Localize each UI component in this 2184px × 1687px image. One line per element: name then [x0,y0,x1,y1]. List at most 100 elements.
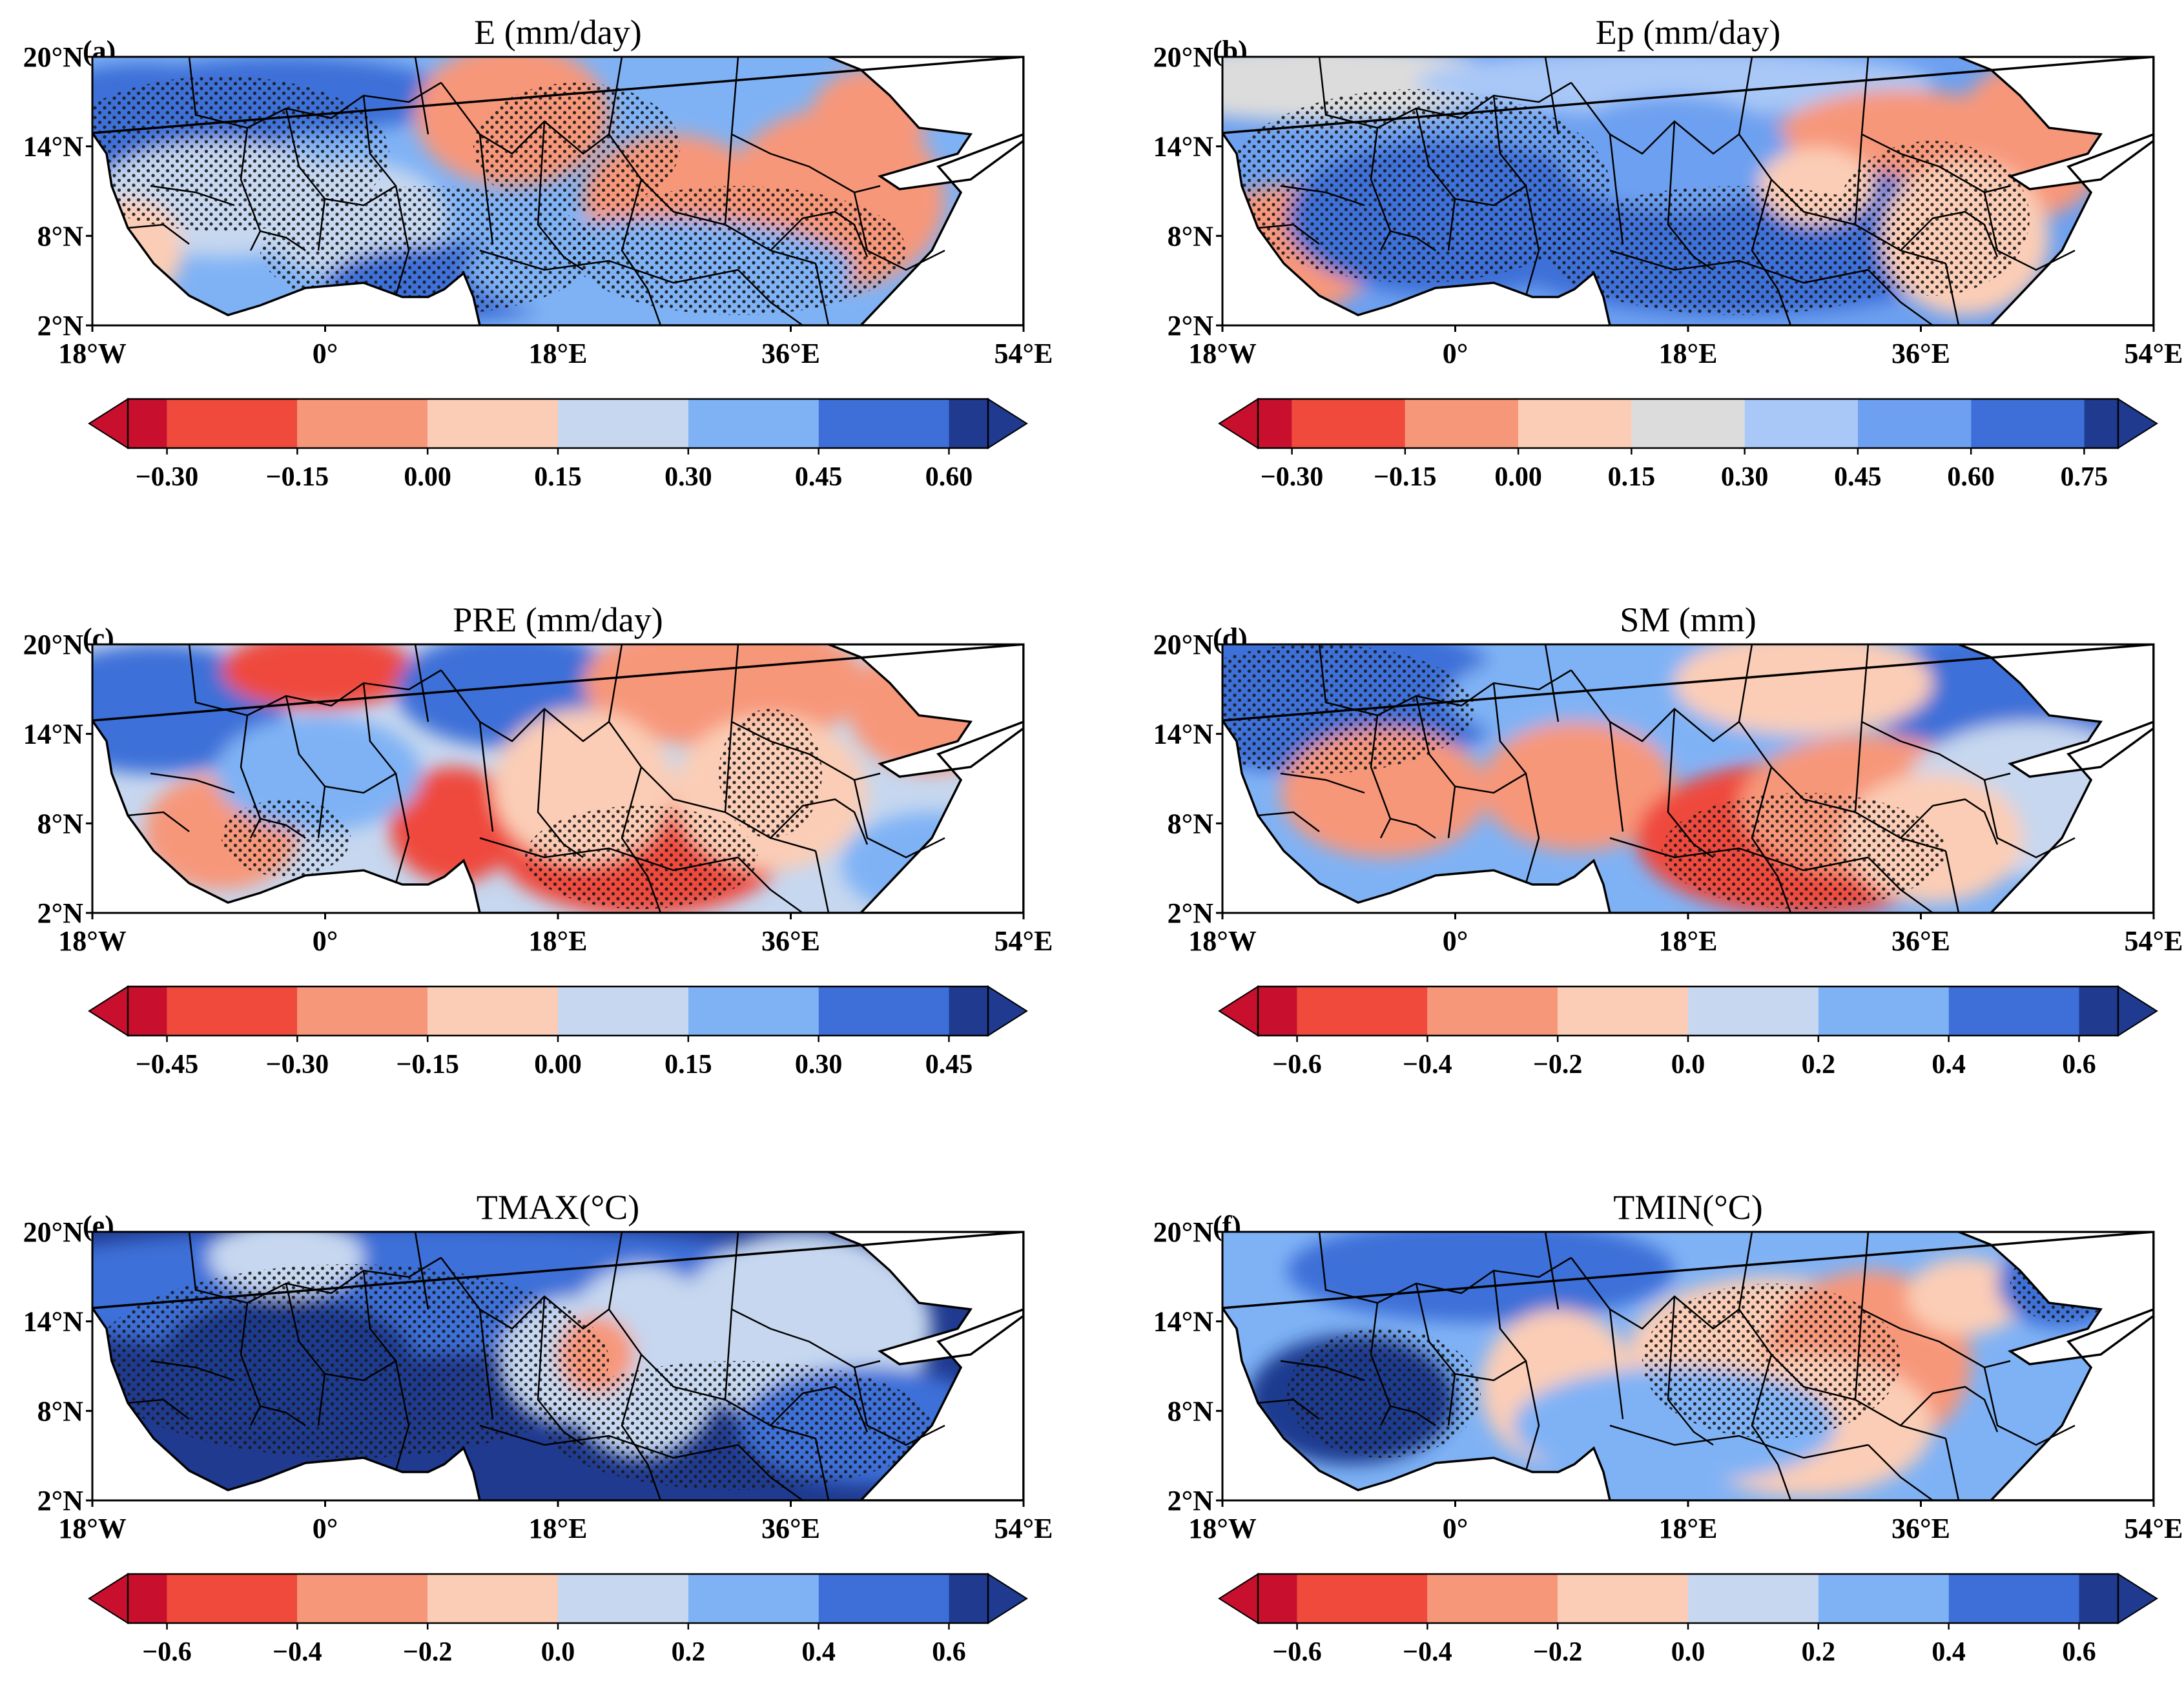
country-border [1944,1438,1960,1500]
coastline-red-sea [1958,1232,2154,1365]
lon-tick-label: 18°E [529,338,588,369]
colorbar-tick-label: 0.2 [672,1637,706,1667]
colorbar-bin [1558,987,1688,1036]
lon-tick-label: 18°W [58,1513,127,1544]
lat-tick-label: 14°N [23,131,84,163]
country-border [1454,185,1527,207]
country-borders [127,644,945,913]
lat-tick-label: 2°N [37,1485,84,1517]
significance-stipple [221,799,351,877]
colorbar-tick-label: −0.4 [1403,1050,1452,1079]
lat-tick-label: 14°N [1153,131,1214,163]
country-border [1609,1309,1624,1420]
colorbar-tick-label: 0.30 [664,462,712,492]
coastline-horn [859,1308,1024,1500]
colorbar-bin [297,1574,428,1623]
country-border [324,1360,397,1382]
colorbar-tick-label: −0.45 [136,1050,198,1079]
country-border [608,644,623,722]
coastline [92,57,1024,325]
colorbar-extend-high [2117,985,2158,1037]
colorbar-bin [688,1574,819,1623]
colorbar-extend-high [2117,1573,2158,1624]
country-border [1983,192,2076,271]
colorbar-tick-label: 0.4 [1932,1050,1966,1079]
panel-title: TMAX(°C) [477,1188,640,1227]
colorbar-bin [428,399,558,448]
colorbar-tick-label: 0.00 [534,1050,582,1079]
country-border [1609,837,1869,872]
lon-tick-label: 36°E [761,338,820,369]
colorbar-extend-low [88,398,129,449]
country-border [440,670,610,742]
colorbar-extend-high [987,398,1028,449]
lon-tick-label: 36°E [1891,1513,1950,1544]
country-border [1318,644,1572,717]
colorbar-bin [2079,1574,2118,1623]
lat-tick-label: 20°N [23,629,84,660]
lat-tick-label: 2°N [1168,897,1214,929]
country-border [1571,670,1740,742]
coastline-horn [859,133,1024,325]
colorbar-tick-label: 0.4 [801,1637,836,1667]
country-border [1900,210,1999,258]
country-border [150,1360,235,1382]
colorbar-bin [949,399,988,448]
lat-tick-label: 8°N [1168,1395,1214,1427]
colorbar-tick-label: −0.2 [1533,1050,1582,1079]
lon-tick-label: 36°E [761,925,820,957]
country-border [1868,269,1933,325]
colorbar-extend-high [2117,398,2158,449]
country-border [1571,1257,1740,1330]
colorbar-tick-label: −0.15 [396,1050,458,1079]
colorbar-tick-label: 0.00 [1494,462,1542,492]
sea-mask [92,721,480,913]
country-border [814,850,830,913]
colorbar-bin [1688,1574,1818,1623]
significance-stipple [1662,793,1946,909]
lat-tick-label: 14°N [1153,1306,1214,1338]
country-border [285,695,326,839]
country-border [1571,82,1740,155]
lon-tick-label: 18°W [58,925,127,957]
lon-tick-label: 0° [313,338,338,369]
colorbar-extend-low [88,985,129,1037]
map-field [92,57,1024,325]
country-border [537,121,584,271]
country-border [1544,57,1560,135]
colorbar-bin [128,1574,167,1623]
colorbar-bin [949,1574,988,1623]
colorbar-tick-label: 0.60 [1947,462,1995,492]
anomaly-blob [1907,1258,2023,1335]
lat-tick-label: 8°N [37,220,84,252]
country-border [260,1405,306,1427]
significance-stipple [260,186,596,315]
coastline-horn [1989,721,2154,913]
country-border [324,772,397,794]
country-border [1280,185,1365,207]
country-border [1318,1232,1572,1304]
sea-mask [1222,133,1610,325]
significance-stipple [1642,1283,1901,1438]
colorbar-tick-label: 0.6 [2062,1637,2096,1667]
colorbar-tick-label: 0.6 [2062,1050,2096,1079]
colorbar-bin [128,399,167,448]
country-border [814,1438,830,1500]
coastline-horn [859,721,1024,913]
lon-tick-label: 0° [1443,925,1468,957]
colorbar-extend-low [1218,985,1259,1037]
colorbar-bin [1518,399,1632,448]
country-border [537,708,584,859]
colorbar-tick-label: 0.0 [1671,1050,1705,1079]
coastline [1222,644,2154,913]
country-border [1415,108,1456,251]
significance-stipple [92,1264,609,1458]
lon-tick-label: 54°E [2125,338,2183,369]
country-border [737,269,803,325]
country-border [1738,644,1753,722]
country-border [1983,1367,2076,1446]
country-border [260,230,306,252]
lat-tick-label: 2°N [37,310,84,342]
lat-tick-label: 8°N [37,1395,84,1427]
colorbar-tick-label: 0.30 [795,1050,843,1079]
